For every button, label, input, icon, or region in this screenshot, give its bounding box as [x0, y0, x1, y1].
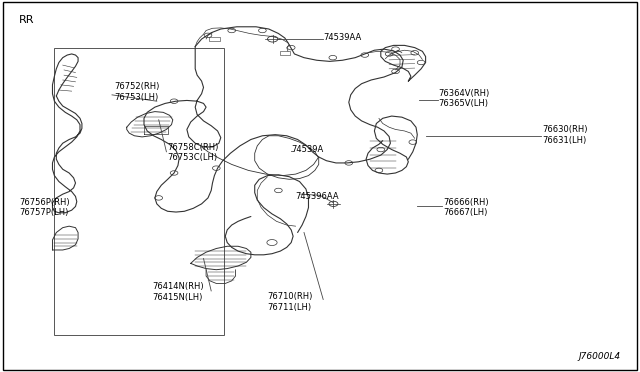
Text: J76000L4: J76000L4 — [579, 352, 621, 361]
Text: 76756P(RH)
76757P(LH): 76756P(RH) 76757P(LH) — [19, 198, 70, 218]
Bar — [54, 48, 224, 335]
Text: 76414N(RH)
76415N(LH): 76414N(RH) 76415N(LH) — [152, 282, 204, 302]
Bar — [280, 51, 290, 55]
Text: 74539AA: 74539AA — [323, 33, 362, 42]
Text: 76630(RH)
76631(LH): 76630(RH) 76631(LH) — [543, 125, 588, 145]
Text: 74539A: 74539A — [291, 145, 323, 154]
Text: 76758C(RH)
76753C(LH): 76758C(RH) 76753C(LH) — [168, 142, 219, 163]
Text: RR: RR — [19, 15, 35, 25]
Text: 745396AA: 745396AA — [296, 192, 339, 201]
Text: 76752(RH)
76753(LH): 76752(RH) 76753(LH) — [114, 82, 159, 102]
Text: 76666(RH)
76667(LH): 76666(RH) 76667(LH) — [443, 198, 488, 218]
Bar — [209, 37, 220, 41]
Text: 76364V(RH)
76365V(LH): 76364V(RH) 76365V(LH) — [438, 89, 490, 109]
Text: 76710(RH)
76711(LH): 76710(RH) 76711(LH) — [268, 292, 313, 312]
